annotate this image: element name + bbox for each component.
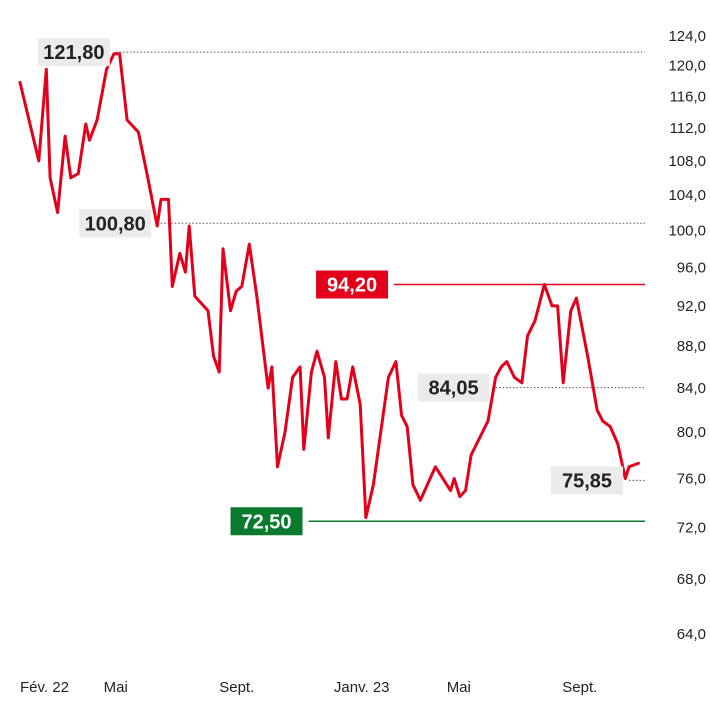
y-tick-label: 96,0 <box>677 259 706 276</box>
reference-label: 121,80 <box>43 42 104 64</box>
y-tick-label: 64,0 <box>677 626 706 643</box>
reference-lines <box>115 51 645 522</box>
price-series-line <box>18 52 640 519</box>
y-tick-label: 88,0 <box>677 338 706 355</box>
reference-labels: 121,80 100,80 94,20 84,05 75,85 72,50 <box>37 38 624 536</box>
y-tick-label: 112,0 <box>670 120 706 137</box>
reference-label: 75,85 <box>562 470 612 492</box>
x-tick-label: Sept. <box>562 679 597 696</box>
reference-label-box <box>79 209 152 238</box>
series-layer <box>18 52 640 519</box>
y-tick-label: 104,0 <box>668 187 706 204</box>
y-axis: 124,0 120,0 116,0 112,0 108,0 104,0 100,0 96,0 9… <box>668 28 706 643</box>
reference-label: 94,20 <box>327 275 377 297</box>
y-tick-label: 92,0 <box>677 298 706 315</box>
y-tick-label: 76,0 <box>677 471 706 488</box>
reference-label-box <box>551 466 624 495</box>
reference-label: 84,05 <box>429 378 479 400</box>
reference-label-box <box>37 38 110 67</box>
reference-label-box <box>230 507 303 536</box>
y-tick-label: 72,0 <box>677 520 706 537</box>
y-tick-label: 80,0 <box>677 424 706 441</box>
x-tick-label: Mai <box>447 679 471 696</box>
y-tick-label: 124,0 <box>668 28 706 45</box>
x-axis: Fév. 22 Mai Sept. Janv. 23 Mai Sept. <box>20 679 597 696</box>
y-tick-label: 84,0 <box>677 380 706 397</box>
reference-label: 100,80 <box>85 213 146 235</box>
y-tick-label: 108,0 <box>668 153 706 170</box>
reference-label: 72,50 <box>242 511 292 533</box>
y-tick-label: 120,0 <box>668 58 706 75</box>
reference-label-box <box>316 270 389 299</box>
y-tick-label: 100,0 <box>668 222 706 239</box>
y-tick-label: 68,0 <box>677 571 706 588</box>
x-tick-label: Fév. 22 <box>20 679 69 696</box>
reference-label-box <box>417 373 490 402</box>
x-tick-label: Janv. 23 <box>334 679 390 696</box>
x-tick-label: Mai <box>104 679 128 696</box>
y-tick-label: 116,0 <box>670 88 706 105</box>
x-tick-label: Sept. <box>219 679 254 696</box>
